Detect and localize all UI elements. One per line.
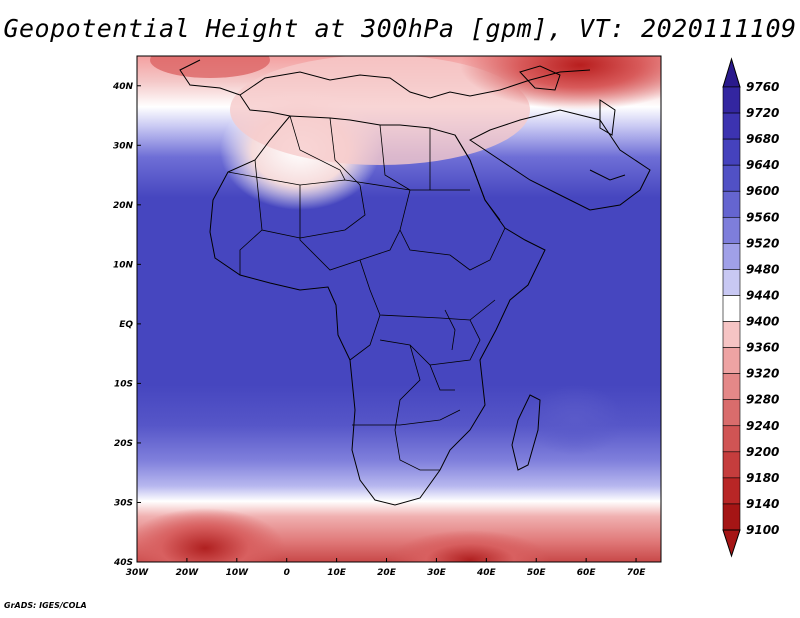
colorbar-label: 9200	[746, 445, 779, 459]
colorbar-label: 9100	[746, 523, 779, 537]
lon-tick-label: 50E	[527, 568, 547, 578]
colorbar-swatch	[722, 243, 741, 270]
latitude-axis: 40N 30N 20N 10N EQ 10S 20S 30S 40S	[112, 82, 141, 568]
colorbar-swatch	[722, 86, 741, 114]
colorbar-swatch	[722, 373, 741, 401]
lon-tick-label: 60E	[577, 568, 597, 578]
lon-tick-label: 70E	[627, 568, 647, 578]
colorbar-top-arrow	[722, 57, 741, 88]
colorbar-label: 9240	[746, 419, 779, 433]
lat-tick-label: 40N	[112, 82, 134, 92]
colorbar-label: 9360	[746, 341, 779, 355]
colorbar-label: 9180	[746, 471, 779, 485]
colorbar-label: 9280	[746, 393, 779, 407]
lon-tick-label: 20W	[176, 568, 200, 578]
colorbar-label: 9600	[746, 184, 779, 198]
colorbar-swatch	[722, 269, 741, 296]
colorbar-swatch	[722, 451, 741, 479]
colorbar: 9760 9720 9680 9640 9600 9560 9520 9480 9440 9400…	[722, 57, 779, 558]
colorbar-swatch	[722, 477, 741, 505]
country-borders	[227, 115, 506, 471]
longitude-axis: 30W 20W 10W 0 10E 20E 30E 40E 50E 60E 70E	[126, 558, 646, 578]
lat-tick-label: 10N	[113, 260, 134, 270]
lat-tick-label: 10S	[114, 379, 133, 389]
colorbar-label: 9440	[746, 288, 779, 302]
lat-tick-label: EQ	[119, 320, 133, 330]
colorbar-label: 9720	[746, 106, 779, 120]
map-frame	[136, 55, 662, 563]
colorbar-swatch	[722, 295, 741, 322]
lat-tick-label: 40S	[113, 558, 133, 568]
colorbar-swatch	[722, 347, 741, 374]
lon-tick-label: 0	[284, 568, 290, 578]
colorbar-label: 9520	[746, 236, 779, 250]
colorbar-label: 9680	[746, 132, 779, 146]
colorbar-swatch	[722, 190, 741, 218]
colorbar-label: 9640	[746, 158, 779, 172]
colorbar-swatch	[722, 425, 741, 453]
footer-credit: GrADS: IGES/COLA	[4, 601, 87, 610]
lon-tick-label: 20E	[377, 568, 397, 578]
colorbar-swatch	[722, 164, 741, 192]
lon-tick-label: 10E	[327, 568, 347, 578]
lon-tick-label: 30W	[126, 568, 150, 578]
coastlines	[179, 59, 651, 506]
colorbar-swatch	[722, 503, 741, 531]
colorbar-label: 9140	[746, 497, 779, 511]
lat-tick-label: 30N	[113, 141, 134, 151]
colorbar-swatch	[722, 216, 741, 244]
colorbar-label: 9400	[746, 315, 779, 329]
colorbar-label: 9560	[746, 210, 779, 224]
colorbar-swatch	[722, 138, 741, 166]
lat-tick-label: 20S	[114, 439, 133, 449]
lon-tick-label: 30E	[427, 568, 447, 578]
colorbar-bottom-arrow	[722, 529, 741, 558]
lat-tick-label: 20N	[113, 201, 134, 211]
colorbar-swatch	[722, 399, 741, 427]
lon-tick-label: 40E	[476, 568, 497, 578]
lat-tick-label: 30S	[114, 498, 133, 508]
lon-tick-label: 10W	[226, 568, 250, 578]
colorbar-label: 9320	[746, 367, 779, 381]
field-shading	[137, 56, 661, 562]
colorbar-swatch	[722, 112, 741, 140]
colorbar-swatch	[722, 321, 741, 348]
colorbar-label: 9760	[746, 80, 779, 94]
map-title: Geopotential Height at 300hPa [gpm], VT:…	[3, 14, 797, 43]
colorbar-label: 9480	[746, 262, 779, 276]
